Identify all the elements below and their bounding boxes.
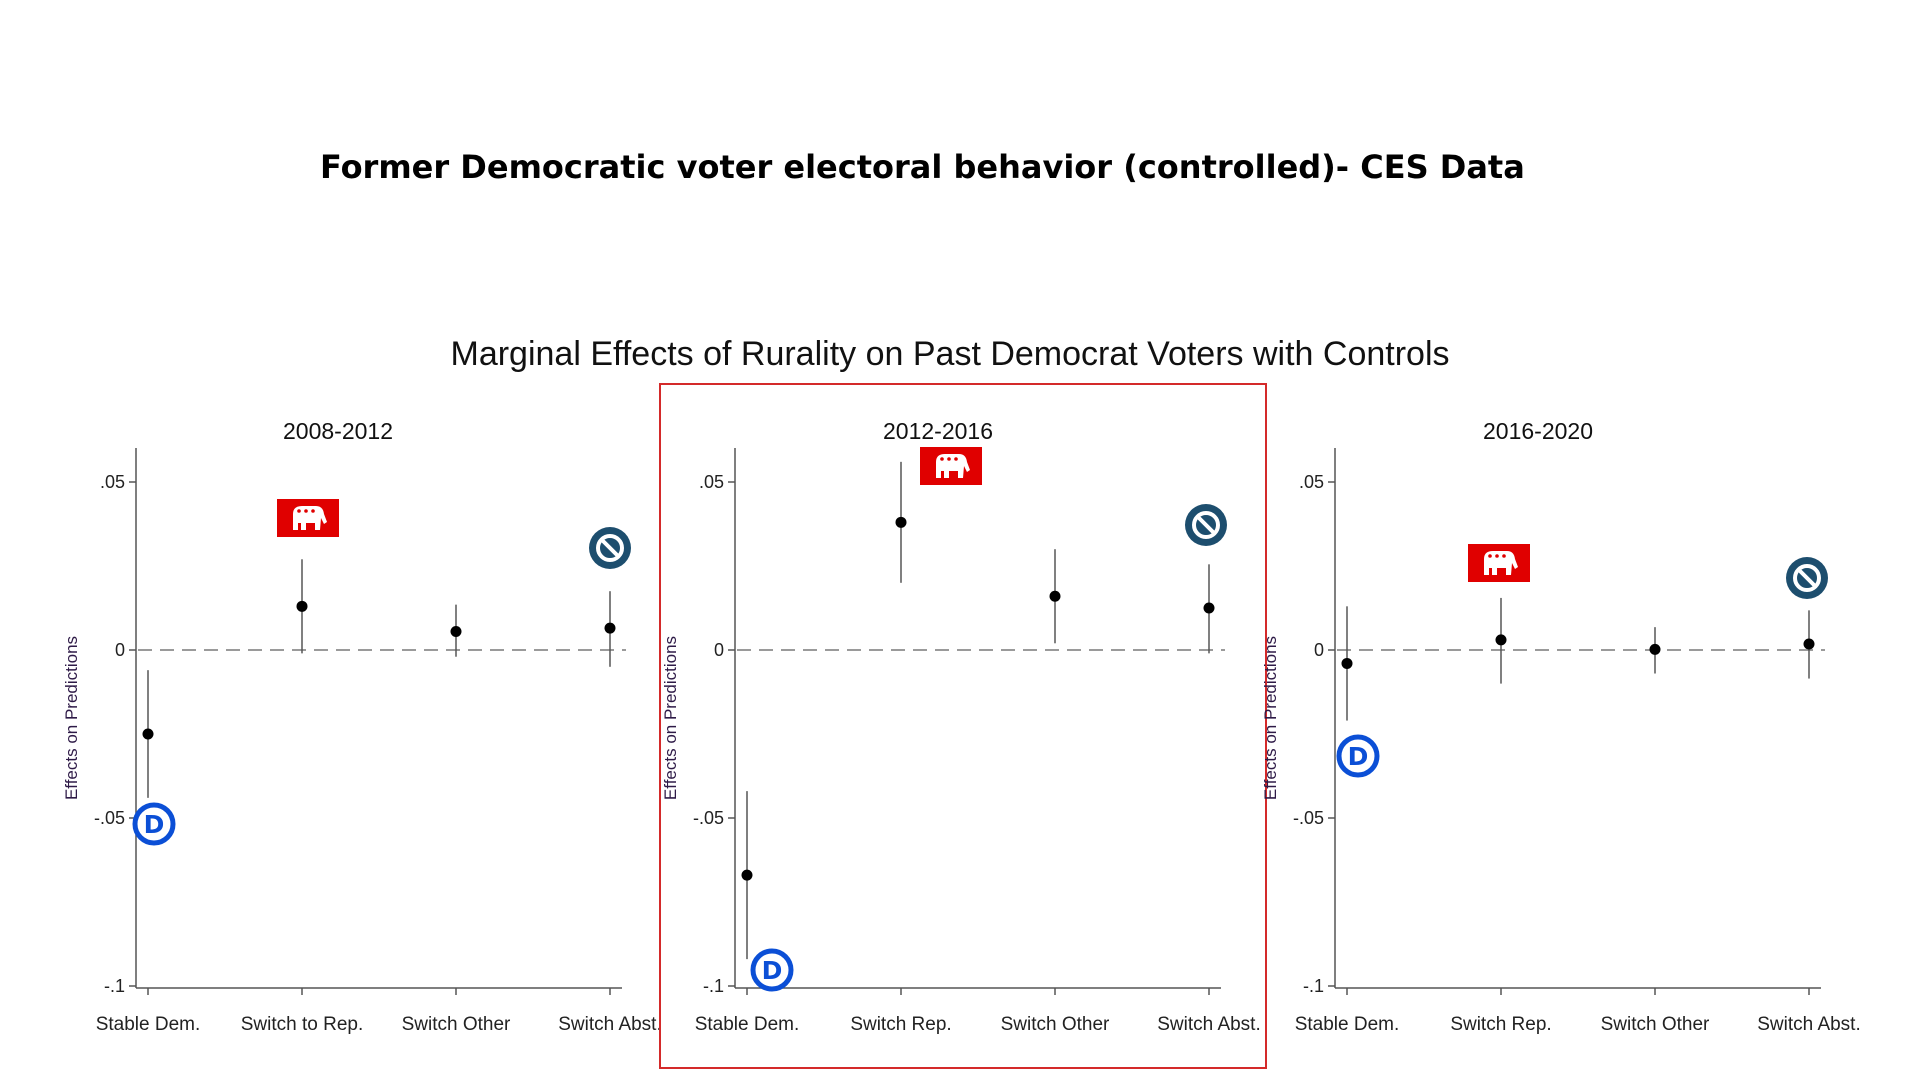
democrat-icon: D <box>1336 734 1380 778</box>
point-estimate <box>142 728 154 740</box>
abstain-slash <box>1797 568 1817 588</box>
highlight-frame <box>659 383 1267 1069</box>
democrat-icon: D <box>750 948 794 992</box>
y-tick-label: 0 <box>1314 640 1324 660</box>
point-estimate <box>296 600 308 612</box>
elephant-star <box>947 457 951 461</box>
y-tick-label: -.05 <box>693 808 724 828</box>
republican-icon <box>920 447 982 485</box>
democrat-letter: D <box>144 810 165 839</box>
point-estimate <box>1049 590 1061 602</box>
abstain-slash <box>1196 515 1216 535</box>
elephant-star <box>954 457 958 461</box>
point-estimate <box>1495 634 1507 646</box>
abstain-icon <box>1185 504 1227 546</box>
x-category-label: Stable Dem. <box>1295 1014 1400 1035</box>
panel-title: 2008-2012 <box>283 418 393 444</box>
y-axis-label: Effects on Predictions <box>62 636 81 800</box>
y-tick-label: -.1 <box>1303 976 1324 996</box>
y-tick-label: .05 <box>1299 472 1324 492</box>
abstain-ring <box>1192 511 1220 539</box>
elephant-star <box>1495 554 1499 558</box>
elephant-star <box>304 509 308 513</box>
point-estimate <box>1803 638 1815 650</box>
elephant-star <box>297 509 301 513</box>
democrat-circle <box>750 948 794 992</box>
point-estimate <box>1203 602 1215 614</box>
democrat-letter: D <box>1348 742 1369 771</box>
abstain-icon <box>589 527 631 569</box>
point-estimate <box>1649 643 1661 655</box>
x-category-label: Switch Abst. <box>558 1014 662 1035</box>
x-category-label: Switch Other <box>1601 1014 1710 1035</box>
elephant-star <box>1488 554 1492 558</box>
panel-2016-2020: 2016-2020 Effects on Predictions .05 0 -.05 -… <box>1261 418 1861 1035</box>
elephant-star <box>1502 554 1506 558</box>
x-category-label: Switch Abst. <box>1757 1014 1861 1035</box>
x-category-label: Switch Rep. <box>850 1014 951 1035</box>
x-category-label: Switch to Rep. <box>241 1014 364 1035</box>
elephant-body <box>293 506 327 530</box>
y-axis-label: Effects on Predictions <box>661 636 680 800</box>
democrat-circle <box>132 802 176 846</box>
democrat-icon: D <box>132 802 176 846</box>
x-category-label: Stable Dem. <box>96 1014 201 1035</box>
y-tick-label: .05 <box>100 472 125 492</box>
point-estimate <box>741 869 753 881</box>
y-tick-label: .05 <box>699 472 724 492</box>
democrat-circle <box>1336 734 1380 778</box>
elephant-body <box>936 454 970 478</box>
elephant-body <box>1484 551 1518 575</box>
point-estimate <box>1341 657 1353 669</box>
abstain-icon <box>1786 557 1828 599</box>
republican-icon <box>1468 544 1530 582</box>
slide-title: Former Democratic voter electoral behavi… <box>320 148 1525 186</box>
y-tick-label: -.1 <box>703 976 724 996</box>
y-axis-label: Effects on Predictions <box>1261 636 1280 800</box>
panel-title: 2016-2020 <box>1483 418 1593 444</box>
y-tick-label: 0 <box>115 640 125 660</box>
y-tick-label: -.1 <box>104 976 125 996</box>
panel-2012-2016: 2012-2016 Effects on Predictions .05 0 -.05 -… <box>659 383 1267 1069</box>
x-category-label: Stable Dem. <box>695 1014 800 1035</box>
x-category-label: Switch Abst. <box>1157 1014 1261 1035</box>
elephant-star <box>940 457 944 461</box>
y-tick-label: 0 <box>714 640 724 660</box>
chart-title: Marginal Effects of Rurality on Past Dem… <box>451 335 1450 373</box>
panel-2008-2012: 2008-2012 Effects on Predictions .05 0 -.05 -… <box>62 418 662 1035</box>
y-tick-label: -.05 <box>1293 808 1324 828</box>
democrat-letter: D <box>762 956 783 985</box>
abstain-ring <box>596 534 624 562</box>
x-category-label: Switch Other <box>1001 1014 1110 1035</box>
x-category-label: Switch Other <box>402 1014 511 1035</box>
point-estimate <box>604 622 616 634</box>
abstain-ring <box>1793 564 1821 592</box>
y-tick-label: -.05 <box>94 808 125 828</box>
republican-icon <box>277 499 339 537</box>
x-category-label: Switch Rep. <box>1450 1014 1551 1035</box>
point-estimate <box>450 626 462 638</box>
elephant-star <box>311 509 315 513</box>
abstain-slash <box>600 538 620 558</box>
panel-title: 2012-2016 <box>883 418 993 444</box>
point-estimate <box>895 516 907 528</box>
